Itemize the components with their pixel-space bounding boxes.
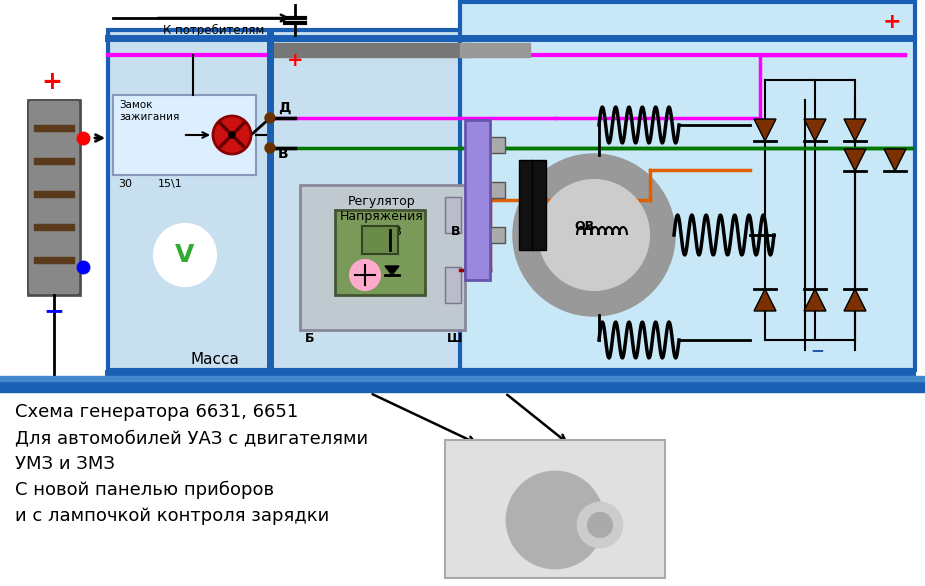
Circle shape — [155, 225, 215, 285]
Circle shape — [350, 260, 380, 290]
FancyBboxPatch shape — [335, 210, 425, 295]
Text: Масса: Масса — [191, 353, 240, 367]
Polygon shape — [385, 266, 399, 275]
Text: −: − — [43, 299, 65, 323]
Text: В: В — [451, 225, 461, 238]
Text: Для автомобилей УАЗ с двигателями: Для автомобилей УАЗ с двигателями — [15, 429, 368, 447]
Polygon shape — [754, 289, 776, 311]
Text: Д: Д — [278, 101, 290, 115]
Polygon shape — [804, 289, 826, 311]
Text: V: V — [176, 243, 194, 267]
FancyBboxPatch shape — [465, 120, 490, 280]
FancyBboxPatch shape — [490, 182, 505, 198]
Circle shape — [588, 513, 612, 537]
Polygon shape — [754, 119, 776, 141]
FancyBboxPatch shape — [362, 226, 398, 254]
Polygon shape — [804, 119, 826, 141]
Circle shape — [514, 155, 674, 315]
Circle shape — [229, 132, 235, 138]
FancyBboxPatch shape — [532, 160, 546, 250]
Circle shape — [213, 116, 251, 154]
Text: ОВ: ОВ — [574, 220, 594, 233]
Text: В: В — [278, 147, 289, 161]
Text: и с лампочкой контроля зарядки: и с лампочкой контроля зарядки — [15, 507, 329, 525]
FancyBboxPatch shape — [460, 2, 915, 370]
Text: −: − — [810, 341, 824, 359]
Text: 15\1: 15\1 — [158, 179, 183, 189]
Polygon shape — [844, 119, 866, 141]
Text: Схема генератора 6631, 6651: Схема генератора 6631, 6651 — [15, 403, 298, 421]
Polygon shape — [844, 149, 866, 171]
FancyBboxPatch shape — [519, 160, 533, 250]
Circle shape — [265, 113, 275, 123]
FancyBboxPatch shape — [445, 440, 665, 578]
Text: +: + — [883, 12, 902, 32]
Text: 30: 30 — [118, 179, 132, 189]
Text: +: + — [42, 70, 63, 94]
Text: +: + — [287, 51, 303, 70]
Text: УМЗ и ЗМЗ: УМЗ и ЗМЗ — [15, 455, 115, 473]
FancyBboxPatch shape — [108, 30, 463, 370]
Circle shape — [507, 472, 603, 568]
FancyBboxPatch shape — [445, 197, 461, 233]
FancyBboxPatch shape — [490, 137, 505, 153]
Text: К потребителям: К потребителям — [163, 23, 265, 36]
FancyBboxPatch shape — [445, 267, 461, 303]
Text: Регулятор
Напряжения
Я112В: Регулятор Напряжения Я112В — [340, 195, 424, 238]
FancyBboxPatch shape — [300, 185, 465, 330]
Text: Ш: Ш — [447, 332, 462, 345]
FancyBboxPatch shape — [28, 100, 80, 295]
FancyBboxPatch shape — [490, 227, 505, 243]
Circle shape — [265, 143, 275, 153]
Circle shape — [578, 503, 622, 547]
Polygon shape — [884, 149, 906, 171]
Text: Замок
зажигания: Замок зажигания — [119, 100, 179, 122]
FancyBboxPatch shape — [113, 95, 256, 175]
FancyBboxPatch shape — [28, 100, 80, 295]
Polygon shape — [844, 289, 866, 311]
Text: С новой панелью приборов: С новой панелью приборов — [15, 481, 274, 499]
Text: Б: Б — [305, 332, 314, 345]
Circle shape — [539, 180, 649, 290]
